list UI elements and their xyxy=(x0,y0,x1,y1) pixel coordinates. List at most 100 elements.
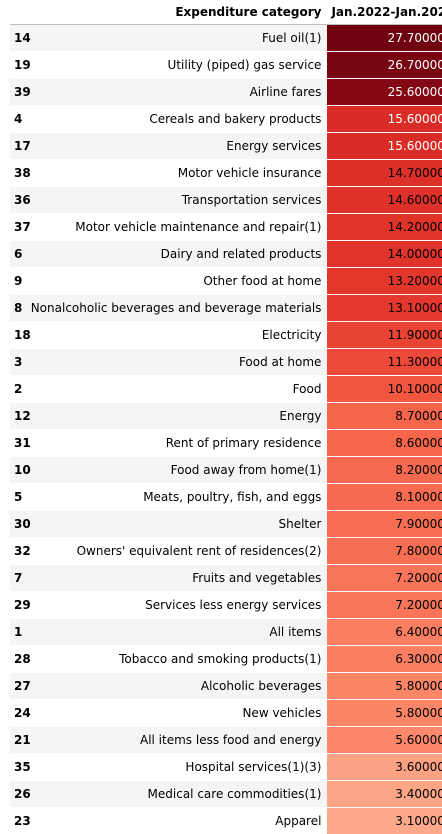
row-category: Tobacco and smoking products(1) xyxy=(30,645,328,673)
row-category: New vehicles xyxy=(30,699,328,727)
row-category: Other food at home xyxy=(30,267,328,295)
row-index: 39 xyxy=(10,78,31,106)
row-category: Shelter xyxy=(30,510,328,538)
heat-cell: 13.200000 xyxy=(327,267,442,295)
row-index: 37 xyxy=(10,213,31,241)
expenditure-heatmap-table: Expenditure category Jan.2022-Jan.2023 1… xyxy=(10,0,442,834)
heat-cell: 7.200000 xyxy=(327,591,442,619)
row-category: Fuel oil(1) xyxy=(30,24,328,52)
row-category: Dairy and related products xyxy=(30,240,328,268)
row-index: 29 xyxy=(10,591,31,619)
heat-cell: 8.700000 xyxy=(327,402,442,430)
row-category: Energy services xyxy=(30,132,328,160)
row-category: Airline fares xyxy=(30,78,328,106)
heat-cell: 13.100000 xyxy=(327,294,442,322)
heat-cell: 10.100000 xyxy=(327,375,442,403)
row-category: Fruits and vegetables xyxy=(30,564,328,592)
heat-cell: 8.600000 xyxy=(327,429,442,457)
table-row: 32 Owners' equivalent rent of residences(… xyxy=(10,537,442,565)
row-index: 21 xyxy=(10,726,31,754)
row-index: 31 xyxy=(10,429,31,457)
heat-cell: 11.300000 xyxy=(327,348,442,376)
heat-cell: 14.700000 xyxy=(327,159,442,187)
row-category: Motor vehicle maintenance and repair(1) xyxy=(30,213,328,241)
row-category: All items less food and energy xyxy=(30,726,328,754)
table-row: 37 Motor vehicle maintenance and repair(1… xyxy=(10,213,442,241)
row-category: Food xyxy=(30,375,328,403)
row-index: 19 xyxy=(10,51,31,79)
row-index: 5 xyxy=(10,483,31,511)
row-index: 32 xyxy=(10,537,31,565)
row-category: Electricity xyxy=(30,321,328,349)
row-index: 8 xyxy=(10,294,31,322)
row-index: 9 xyxy=(10,267,31,295)
heat-cell: 14.000000 xyxy=(327,240,442,268)
row-index: 17 xyxy=(10,132,31,160)
row-category: Hospital services(1)(3) xyxy=(30,753,328,781)
heat-cell: 5.600000 xyxy=(327,726,442,754)
row-index: 14 xyxy=(10,24,31,52)
row-index: 38 xyxy=(10,159,31,187)
row-category: Transportation services xyxy=(30,186,328,214)
table-row: 8 Nonalcoholic beverages and beverage mat… xyxy=(10,294,442,322)
heat-cell: 8.200000 xyxy=(327,456,442,484)
row-index: 26 xyxy=(10,780,31,808)
row-category: Food at home xyxy=(30,348,328,376)
heat-cell: 7.800000 xyxy=(327,537,442,565)
row-index: 27 xyxy=(10,672,31,700)
index-header xyxy=(10,0,31,25)
heat-cell: 25.600000 xyxy=(327,78,442,106)
heat-cell: 27.700000 xyxy=(327,24,442,52)
heat-cell: 7.900000 xyxy=(327,510,442,538)
header-row: Expenditure category Jan.2022-Jan.2023 xyxy=(10,0,442,25)
heat-cell: 14.200000 xyxy=(327,213,442,241)
heat-cell: 26.700000 xyxy=(327,51,442,79)
row-index: 28 xyxy=(10,645,31,673)
row-index: 18 xyxy=(10,321,31,349)
row-index: 7 xyxy=(10,564,31,592)
row-index: 4 xyxy=(10,105,31,133)
row-category: Food away from home(1) xyxy=(30,456,328,484)
heat-cell: 5.800000 xyxy=(327,672,442,700)
row-index: 3 xyxy=(10,348,31,376)
row-category: Utility (piped) gas service xyxy=(30,51,328,79)
row-category: Alcoholic beverages xyxy=(30,672,328,700)
row-index: 2 xyxy=(10,375,31,403)
table-row: 28 Tobacco and smoking products(1) 6.30000… xyxy=(10,645,442,673)
heat-cell: 3.600000 xyxy=(327,753,442,781)
row-index: 1 xyxy=(10,618,31,646)
heat-cell: 8.100000 xyxy=(327,483,442,511)
row-category: Motor vehicle insurance xyxy=(30,159,328,187)
heat-cell: 5.800000 xyxy=(327,699,442,727)
row-index: 35 xyxy=(10,753,31,781)
heat-cell: 6.300000 xyxy=(327,645,442,673)
heat-cell: 6.400000 xyxy=(327,618,442,646)
row-index: 10 xyxy=(10,456,31,484)
row-index: 12 xyxy=(10,402,31,430)
row-index: 6 xyxy=(10,240,31,268)
row-category: Meats, poultry, fish, and eggs xyxy=(30,483,328,511)
row-category: Apparel xyxy=(30,807,328,834)
